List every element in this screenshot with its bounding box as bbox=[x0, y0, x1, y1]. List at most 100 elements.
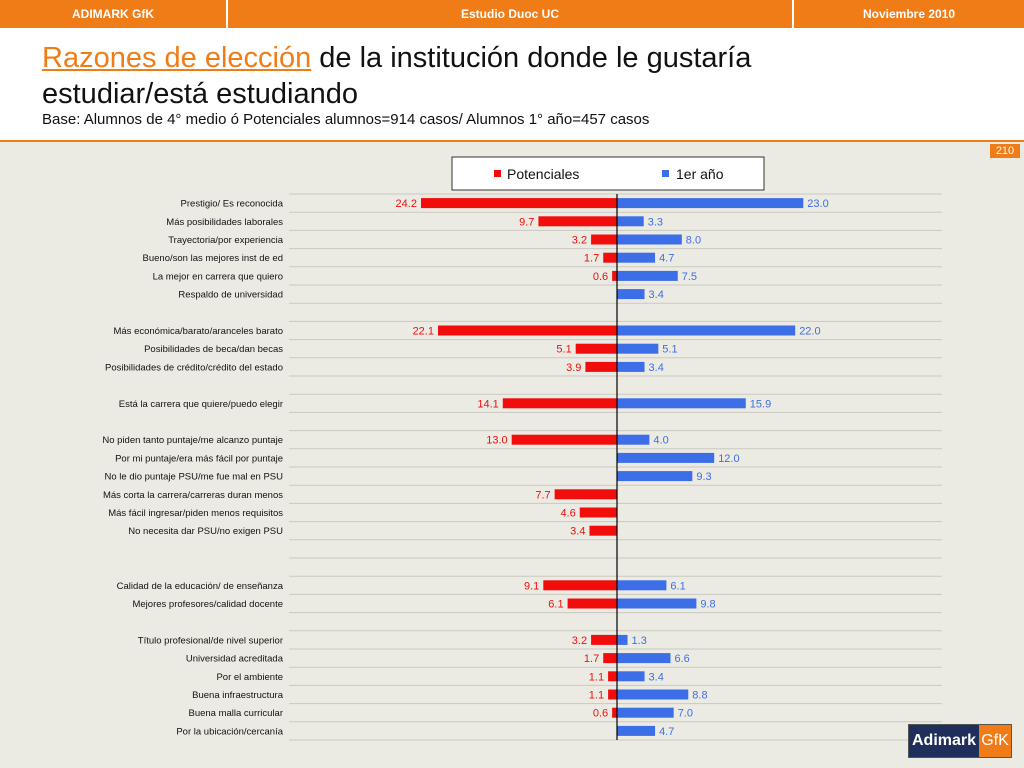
value-label-potenciales: 3.2 bbox=[572, 235, 587, 247]
bar-potenciales bbox=[612, 707, 617, 718]
value-label-potenciales: 9.1 bbox=[524, 580, 539, 592]
category-label: Prestigio/ Es reconocida bbox=[181, 199, 284, 210]
value-label-1er-anio: 6.1 bbox=[670, 580, 685, 592]
value-label-1er-anio: 9.8 bbox=[700, 599, 715, 611]
value-label-1er-anio: 15.9 bbox=[750, 398, 771, 410]
category-label: Buena malla curricular bbox=[188, 708, 283, 719]
value-label-potenciales: 1.1 bbox=[589, 690, 604, 702]
legend-swatch-potenciales bbox=[494, 170, 501, 177]
value-label-1er-anio: 12.0 bbox=[718, 453, 739, 465]
bar-1er-anio bbox=[617, 434, 650, 445]
bar-1er-anio bbox=[617, 216, 644, 227]
company-logo: Adimark GfK bbox=[908, 724, 1012, 758]
bar-potenciales bbox=[603, 252, 617, 263]
bar-1er-anio bbox=[617, 361, 645, 372]
value-label-1er-anio: 23.0 bbox=[807, 198, 828, 210]
category-label: Por mi puntaje/era más fácil por puntaje bbox=[115, 453, 283, 464]
category-label: Bueno/son las mejores inst de ed bbox=[143, 253, 283, 264]
logo-text-left: Adimark bbox=[909, 725, 979, 757]
category-label: Respaldo de universidad bbox=[178, 290, 283, 301]
value-label-1er-anio: 3.3 bbox=[648, 216, 663, 228]
value-label-potenciales: 3.9 bbox=[566, 362, 581, 374]
bar-1er-anio bbox=[617, 634, 628, 645]
bar-1er-anio bbox=[617, 198, 804, 209]
bar-1er-anio bbox=[617, 580, 667, 591]
title-highlight: Razones de elección bbox=[42, 42, 312, 74]
bar-1er-anio bbox=[617, 689, 689, 700]
category-label: Está la carrera que quiere/puedo elegir bbox=[119, 399, 283, 410]
bar-1er-anio bbox=[617, 343, 659, 354]
bar-potenciales bbox=[608, 671, 617, 682]
value-label-potenciales: 6.1 bbox=[548, 599, 563, 611]
bar-potenciales bbox=[575, 343, 617, 354]
bar-1er-anio bbox=[617, 671, 645, 682]
legend-label-potenciales: Potenciales bbox=[507, 166, 579, 182]
value-label-potenciales: 0.6 bbox=[593, 708, 608, 720]
category-label: Más posibilidades laborales bbox=[166, 217, 283, 228]
value-label-1er-anio: 4.0 bbox=[653, 435, 668, 447]
category-label: La mejor en carrera que quiero bbox=[153, 271, 283, 282]
value-label-potenciales: 3.4 bbox=[570, 526, 585, 538]
bar-1er-anio bbox=[617, 234, 682, 245]
bar-1er-anio bbox=[617, 452, 715, 463]
value-label-potenciales: 1.7 bbox=[584, 653, 599, 665]
value-label-1er-anio: 8.0 bbox=[686, 235, 701, 247]
bar-1er-anio bbox=[617, 252, 656, 263]
bar-potenciales bbox=[554, 489, 617, 500]
bar-1er-anio bbox=[617, 325, 796, 336]
slide-header: Razones de elección de la institución do… bbox=[0, 28, 1024, 142]
legend-label-1er-anio: 1er año bbox=[676, 166, 724, 182]
bar-potenciales bbox=[567, 598, 617, 609]
value-label-1er-anio: 3.4 bbox=[649, 289, 664, 301]
value-label-potenciales: 22.1 bbox=[413, 326, 434, 338]
bar-potenciales bbox=[437, 325, 617, 336]
bar-potenciales bbox=[589, 525, 617, 536]
category-label: Título profesional/de nivel superior bbox=[138, 635, 283, 646]
bar-potenciales bbox=[612, 270, 617, 281]
value-label-potenciales: 13.0 bbox=[486, 435, 507, 447]
value-label-1er-anio: 1.3 bbox=[632, 635, 647, 647]
bar-potenciales bbox=[543, 580, 617, 591]
bar-1er-anio bbox=[617, 653, 671, 664]
value-label-potenciales: 24.2 bbox=[396, 198, 417, 210]
bar-potenciales bbox=[585, 361, 617, 372]
value-label-1er-anio: 3.4 bbox=[649, 362, 664, 374]
value-label-1er-anio: 22.0 bbox=[799, 326, 820, 338]
bar-potenciales bbox=[591, 634, 617, 645]
category-label: Universidad acreditada bbox=[186, 654, 284, 665]
value-label-1er-anio: 9.3 bbox=[696, 471, 711, 483]
value-label-1er-anio: 3.4 bbox=[649, 671, 664, 683]
diverging-bar-chart: Potenciales 1er año Prestigio/ Es reconoci… bbox=[102, 156, 942, 741]
bar-potenciales bbox=[420, 198, 617, 209]
bar-1er-anio bbox=[617, 598, 697, 609]
page-title: Razones de elección de la institución do… bbox=[42, 40, 842, 112]
category-label: No necesita dar PSU/no exigen PSU bbox=[128, 526, 283, 537]
value-label-potenciales: 14.1 bbox=[477, 398, 498, 410]
value-label-1er-anio: 4.7 bbox=[659, 726, 674, 738]
bar-1er-anio bbox=[617, 471, 693, 482]
bar-1er-anio bbox=[617, 289, 645, 300]
value-label-potenciales: 0.6 bbox=[593, 271, 608, 283]
page-number: 210 bbox=[990, 144, 1020, 158]
category-label: Más económica/barato/aranceles barato bbox=[113, 326, 283, 337]
value-label-1er-anio: 5.1 bbox=[662, 344, 677, 356]
bar-potenciales bbox=[603, 653, 617, 664]
category-label: Trayectoria/por experiencia bbox=[168, 235, 283, 246]
bar-1er-anio bbox=[617, 725, 656, 736]
value-label-1er-anio: 4.7 bbox=[659, 253, 674, 265]
value-label-potenciales: 4.6 bbox=[560, 508, 575, 520]
legend-swatch-1er-anio bbox=[662, 170, 669, 177]
bar-potenciales bbox=[591, 234, 617, 245]
value-label-potenciales: 1.7 bbox=[584, 253, 599, 265]
value-label-potenciales: 9.7 bbox=[519, 216, 534, 228]
legend-box bbox=[451, 156, 765, 191]
bar-potenciales bbox=[579, 507, 617, 518]
category-label: Por el ambiente bbox=[216, 672, 283, 683]
category-label: Buena infraestructura bbox=[192, 690, 284, 701]
category-label: Más fácil ingresar/piden menos requisito… bbox=[108, 508, 283, 519]
bar-potenciales bbox=[502, 398, 617, 409]
logo-text-right: GfK bbox=[979, 725, 1011, 757]
title-rest: de la institución donde le gustaría estu… bbox=[42, 42, 752, 110]
bar-1er-anio bbox=[617, 707, 674, 718]
value-label-1er-anio: 7.5 bbox=[682, 271, 697, 283]
